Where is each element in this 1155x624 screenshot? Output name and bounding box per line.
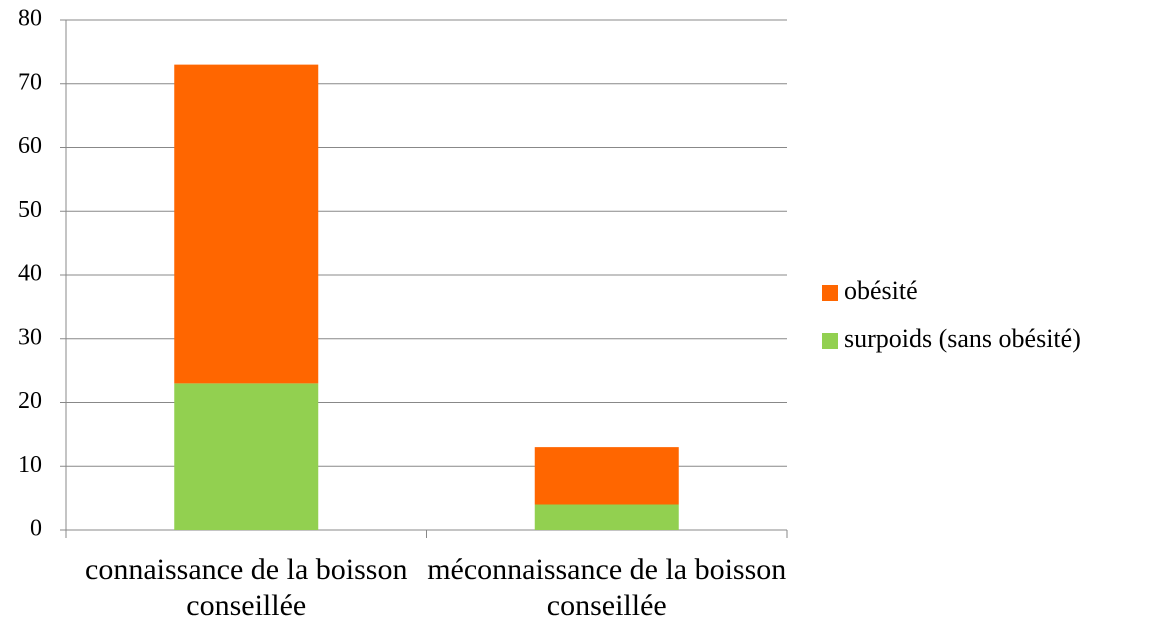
legend-swatch [822, 285, 838, 301]
legend-label: obésité [844, 276, 918, 305]
bar-segment [534, 504, 679, 530]
y-tick-label: 60 [18, 133, 42, 159]
bar-segment [534, 447, 679, 505]
y-tick-label: 10 [18, 452, 42, 478]
y-tick-label: 30 [18, 324, 42, 350]
bar-segment [174, 383, 319, 530]
bar-segment [174, 64, 319, 384]
y-tick-label: 70 [18, 69, 42, 95]
y-tick-label: 0 [30, 516, 42, 542]
y-tick-label: 40 [18, 261, 42, 287]
legend-label: surpoids (sans obésité) [844, 324, 1081, 353]
legend-swatch [822, 333, 838, 349]
y-tick-label: 20 [18, 388, 42, 414]
x-tick-label: méconnaissance de la boisson conseillée [427, 553, 787, 622]
y-tick-label: 80 [18, 6, 42, 32]
x-tick-label: connaissance de la boisson conseillée [85, 553, 408, 622]
y-tick-label: 50 [18, 197, 42, 223]
